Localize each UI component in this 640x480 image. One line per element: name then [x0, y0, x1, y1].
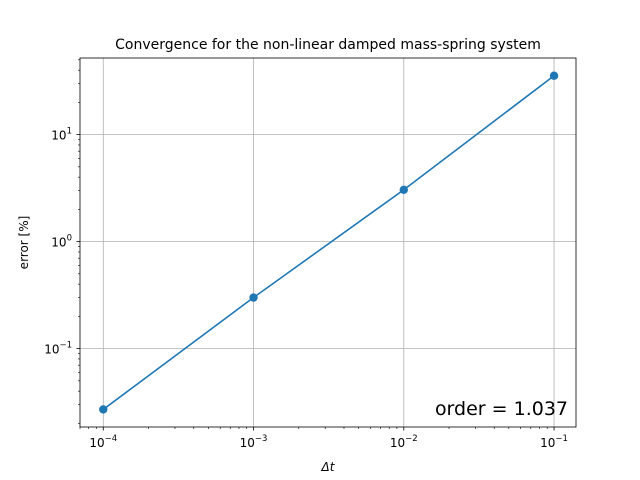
chart-title: Convergence for the non-linear damped ma…	[115, 37, 541, 53]
x-tick-label: 10−1	[540, 434, 568, 450]
x-tick-label: 10−2	[390, 434, 418, 450]
y-axis-label: error [%]	[17, 216, 31, 270]
order-annotation: order = 1.037	[435, 398, 568, 420]
x-tick-label: 10−4	[89, 434, 117, 450]
series	[99, 71, 559, 414]
ticks: 10−4 10−3 10−2 10−1 10−1 100 101	[44, 127, 568, 450]
x-axis-label: Δt	[321, 460, 336, 474]
data-point	[549, 71, 559, 80]
y-tick-label: 10−1	[44, 341, 72, 357]
series-line	[102, 75, 555, 411]
data-point	[249, 293, 258, 302]
y-tick-label: 101	[51, 127, 72, 143]
x-tick-label: 10−3	[240, 434, 268, 450]
grid	[80, 58, 576, 427]
data-point	[399, 185, 408, 194]
data-point	[99, 405, 108, 414]
plot-frame	[79, 57, 577, 428]
y-tick-label: 100	[51, 234, 72, 250]
